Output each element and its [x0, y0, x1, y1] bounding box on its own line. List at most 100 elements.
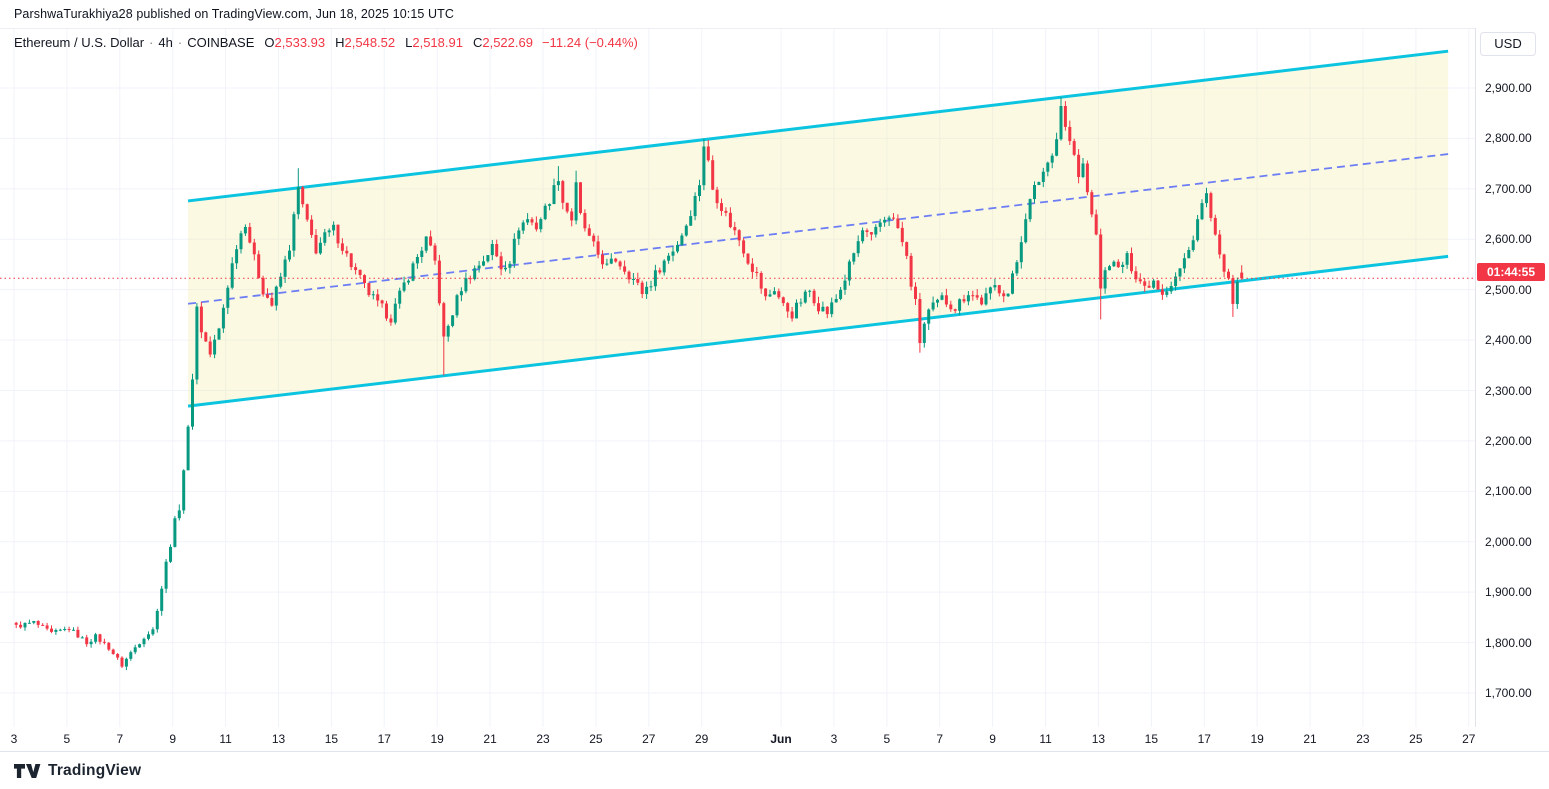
candle-body	[975, 295, 979, 298]
candle-body	[887, 217, 891, 220]
candle-body	[552, 185, 556, 204]
channel-lower-line[interactable]	[187, 254, 1449, 408]
candle-body	[988, 287, 992, 294]
candle-body	[464, 278, 468, 292]
candle-body	[32, 621, 36, 623]
candle-body	[795, 302, 798, 319]
currency-button[interactable]: USD	[1480, 32, 1536, 56]
candle-body	[1046, 162, 1050, 172]
price-tick-label: 2,500.00	[1485, 282, 1532, 297]
ohlc-close-value: 2,522.69	[482, 35, 533, 50]
candle-body	[186, 426, 190, 471]
candle-body	[1112, 261, 1116, 267]
candle-body	[151, 629, 155, 635]
candle-body	[420, 250, 424, 257]
candle-body	[85, 637, 89, 645]
candle-body	[596, 241, 600, 255]
symbol-title[interactable]: Ethereum / U.S. Dollar	[14, 35, 145, 50]
channel-fill	[188, 51, 1449, 407]
candle-body	[561, 181, 565, 203]
candle-body	[944, 295, 948, 305]
candle-body	[790, 311, 794, 319]
candle-body	[512, 238, 516, 264]
candle-body	[1143, 281, 1147, 286]
candle-body	[473, 268, 477, 280]
trend-channel[interactable]	[187, 49, 1449, 408]
candle-body	[1227, 271, 1230, 279]
time-tick-label: 17	[1197, 732, 1211, 746]
candle-body	[583, 213, 587, 229]
ohlc-low-label: L	[405, 35, 413, 50]
candle-body	[1116, 261, 1120, 268]
candle-body	[627, 271, 631, 280]
price-tick-label: 2,600.00	[1485, 232, 1532, 247]
candle-body	[468, 278, 472, 280]
price-axis[interactable]: USD 2,900.00 2,800.00 2,700.00 2,600.00 2,50…	[1475, 28, 1549, 751]
candle-body	[261, 277, 265, 295]
time-tick-label: 9	[169, 732, 177, 746]
candle-body	[208, 341, 212, 355]
candle-body	[252, 242, 256, 255]
candle-body	[292, 214, 296, 251]
candle-body	[1160, 289, 1164, 295]
candle-body	[102, 641, 106, 643]
candle-body	[221, 307, 225, 329]
candle-body	[199, 306, 203, 333]
candle-body	[997, 285, 1001, 294]
candle-body	[768, 294, 772, 297]
candle-body	[918, 299, 922, 343]
time-tick-label: 5	[883, 732, 891, 746]
candle-body	[459, 291, 463, 296]
candle-body	[579, 182, 582, 213]
time-axis[interactable]: 3 5 7 9 11 13 15 17 19 21 23 25 27 29 Jun 3 5 7 9 11 13 15 17 1…	[0, 727, 1549, 752]
candle-body	[587, 228, 591, 236]
candle-body	[63, 629, 67, 630]
candle-body	[133, 647, 137, 653]
candle-body	[367, 283, 371, 295]
price-tick-label: 2,800.00	[1485, 131, 1532, 146]
candle-body	[896, 218, 900, 228]
candle-body	[993, 285, 997, 288]
candle-body	[1050, 155, 1054, 163]
candle-body	[80, 637, 84, 639]
channel-upper-line[interactable]	[187, 49, 1449, 203]
candle-body	[623, 266, 627, 272]
candle-body	[980, 297, 984, 305]
candle-body	[376, 294, 380, 301]
candle-body	[808, 290, 812, 292]
channel-mid-line[interactable]	[187, 153, 1449, 305]
candle-body	[706, 146, 710, 161]
candle-body	[1222, 254, 1226, 272]
time-tick-label: 27	[642, 732, 656, 746]
time-tick-label: 19	[1250, 732, 1264, 746]
time-tick-label: 5	[63, 732, 71, 746]
candle-body	[257, 254, 261, 278]
candle-body	[72, 629, 75, 631]
candle-body	[94, 634, 98, 642]
candle-body	[1081, 163, 1085, 177]
candle-body	[36, 621, 40, 625]
candle-body	[486, 255, 490, 262]
price-tick-label: 1,700.00	[1485, 686, 1532, 700]
candle-body	[856, 241, 860, 254]
interval-label[interactable]: 4h	[158, 35, 173, 50]
candle-body	[984, 293, 988, 305]
candle-body	[301, 187, 305, 205]
candle-body	[239, 233, 243, 250]
ohlc-low-value: 2,518.91	[412, 35, 463, 50]
candle-body	[191, 379, 194, 427]
candle-body	[411, 263, 415, 281]
tradingview-logo[interactable]: TradingView	[14, 762, 141, 780]
candle-body	[1094, 214, 1098, 235]
candle-body	[1147, 285, 1151, 288]
price-tick-label: 2,900.00	[1485, 81, 1532, 95]
candle-body	[314, 235, 318, 254]
candle-body	[750, 263, 754, 272]
candle-body	[195, 306, 199, 380]
candle-body	[1108, 266, 1111, 271]
candle-body	[477, 265, 481, 269]
candle-body	[155, 610, 159, 630]
attribution-bar: ParshwaTurakhiya28 published on TradingV…	[0, 0, 1549, 28]
candle-body	[45, 625, 49, 629]
